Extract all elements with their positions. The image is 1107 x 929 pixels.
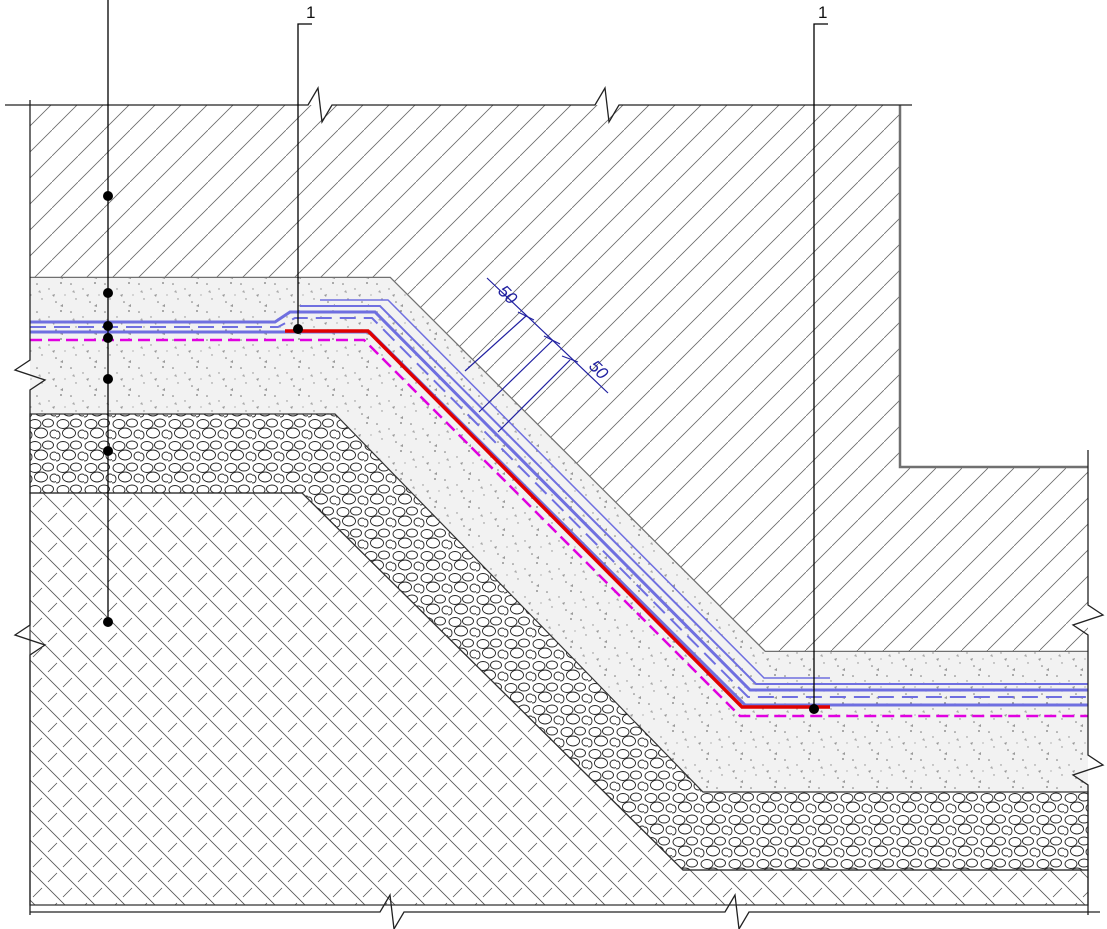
- callout-label: 1: [818, 3, 827, 22]
- break-lines: [5, 86, 1105, 929]
- dimension-lines: [464, 277, 609, 433]
- structure-concrete-hatch: [30, 105, 1088, 652]
- red-sealing-layer: [285, 329, 830, 709]
- layer-leader: [103, 0, 113, 627]
- waterproofing-membrane: [30, 299, 1088, 707]
- callout-1-right: 1: [809, 3, 828, 714]
- separation-layer-dashed: [30, 338, 1088, 718]
- callout-label: 1: [306, 3, 315, 22]
- callout-1-left: 1: [293, 3, 315, 334]
- blinding-concrete-layer: [30, 278, 1088, 792]
